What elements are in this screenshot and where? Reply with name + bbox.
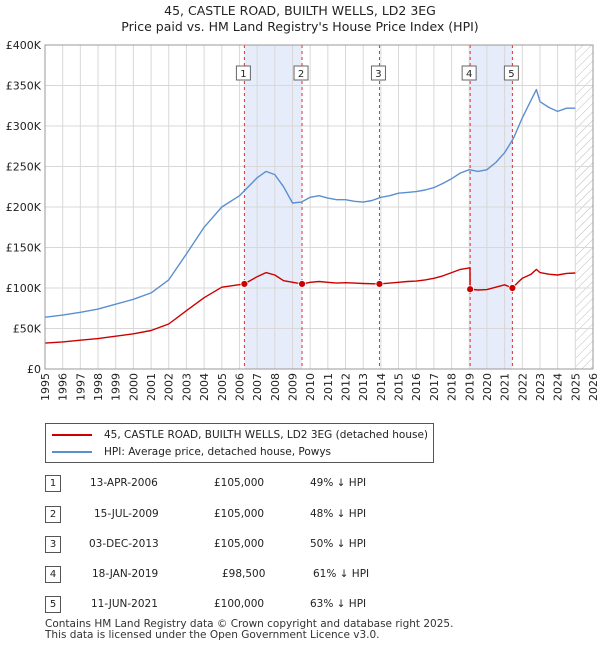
x-tick-label: 2003: [180, 373, 193, 401]
x-tick-label: 2026: [587, 373, 600, 401]
sale-point: [240, 280, 249, 288]
y-tick-label: £100K: [6, 282, 42, 295]
x-tick-label: 2020: [481, 373, 494, 401]
footer-note: Contains HM Land Registry data © Crown c…: [45, 619, 453, 641]
sale-label-box: [293, 65, 309, 81]
price-chart: 1 2 3 4 5 £0 £50K £100K £150K £200K £250K £300K £35…: [6, 39, 600, 401]
x-tick-label: 2008: [269, 373, 282, 401]
legend-hpi-label: HPI: Average price, detached house, Powy…: [104, 446, 332, 458]
legend-hpi-swatch: [52, 451, 92, 453]
sale-label-box: [235, 65, 251, 81]
footer-license: This data is licensed under the Open Gov…: [45, 629, 380, 641]
sale-date: 15-JUL-2009: [94, 508, 159, 520]
sale-label-number: 5: [508, 69, 514, 80]
sale-label-number: 1: [240, 69, 246, 80]
sale-point: [466, 285, 475, 294]
x-tick-label: 2023: [534, 373, 547, 401]
x-tick-label: 2001: [145, 373, 158, 401]
sale-point: [508, 284, 517, 292]
sale-date: 18-JAN-2019: [92, 568, 159, 580]
chart-title: 45, CASTLE ROAD, BUILTH WELLS, LD2 3EG: [164, 3, 436, 18]
sale-price: £100,000: [214, 598, 265, 610]
sale-label-box: [503, 65, 519, 81]
x-tick-label: 2011: [322, 373, 335, 401]
y-tick-label: £350K: [6, 80, 42, 93]
sale-point: [375, 280, 384, 288]
sale-price: £105,000: [214, 508, 265, 520]
sale-date: 11-JUN-2021: [91, 598, 158, 610]
legend-property-swatch: [52, 434, 92, 436]
sale-hpi-diff: 48% ↓ HPI: [310, 508, 367, 520]
x-tick-label: 2006: [233, 373, 246, 401]
sale-price: £105,000: [214, 538, 265, 550]
footer-copyright: Contains HM Land Registry data © Crown c…: [45, 618, 454, 630]
y-tick-label: £400K: [6, 39, 42, 52]
table-row: 3 03-DEC-2013 £105,000 50% ↓ HPI: [45, 536, 425, 554]
sale-date: 03-DEC-2013: [89, 538, 159, 550]
chart-subtitle: Price paid vs. HM Land Registry's House …: [121, 19, 479, 34]
y-tick-label: £50K: [13, 323, 42, 336]
sale-label-number: 4: [466, 69, 472, 80]
x-tick-label: 1999: [110, 373, 123, 401]
hpi-series-line: [45, 88, 576, 318]
x-tick-label: 1998: [92, 373, 105, 401]
table-row: 4 18-JAN-2019 £98,500 61% ↓ HPI: [45, 566, 425, 584]
x-tick-label: 2007: [251, 373, 264, 401]
y-tick-label: £300K: [6, 120, 42, 133]
sale-number-badge: 1: [45, 475, 61, 492]
x-tick-label: 2005: [216, 373, 229, 401]
sale-label-box: [461, 65, 477, 81]
x-tick-label: 2021: [499, 373, 512, 401]
legend-property-label: 45, CASTLE ROAD, BUILTH WELLS, LD2 3EG (…: [104, 429, 429, 441]
table-row: 5 11-JUN-2021 £100,000 63% ↓ HPI: [45, 596, 425, 614]
y-tick-label: £200K: [6, 201, 42, 214]
legend-hpi: HPI: Average price, detached house, Powy…: [52, 444, 331, 460]
y-tick-label: £150K: [6, 242, 42, 255]
table-row: 2 15-JUL-2009 £105,000 48% ↓ HPI: [45, 506, 425, 524]
x-tick-label: 1997: [74, 373, 87, 401]
sale-point: [298, 280, 306, 288]
sale-hpi-diff: 63% ↓ HPI: [310, 598, 367, 610]
sale-number-badge: 4: [45, 566, 61, 583]
x-tick-label: 1996: [57, 373, 70, 401]
y-tick-label: £0: [27, 363, 41, 376]
legend-property: 45, CASTLE ROAD, BUILTH WELLS, LD2 3EG (…: [52, 427, 428, 443]
x-tick-label: 2004: [198, 373, 211, 401]
x-tick-label: 2017: [428, 373, 441, 401]
property-series-line: [45, 267, 576, 344]
sale-number-badge: 2: [45, 506, 61, 523]
plot-frame: [44, 44, 594, 370]
x-tick-label: 2002: [163, 373, 176, 401]
x-tick-label: 2013: [357, 373, 370, 401]
x-tick-label: 1995: [39, 373, 52, 401]
sale-hpi-diff: 49% ↓ HPI: [310, 477, 367, 489]
x-tick-label: 2022: [516, 373, 529, 401]
x-tick-label: 2018: [446, 373, 459, 401]
sale-number-badge: 5: [45, 596, 61, 613]
sale-hpi-diff: 61% ↓ HPI: [313, 568, 370, 580]
sale-label-number: 2: [298, 69, 304, 80]
y-tick-label: £250K: [6, 161, 42, 174]
sale-price: £105,000: [214, 477, 265, 489]
sale-date: 13-APR-2006: [90, 477, 158, 489]
x-tick-label: 2012: [340, 373, 353, 401]
sale-label-number: 3: [375, 69, 381, 80]
x-tick-label: 2016: [410, 373, 423, 401]
x-tick-label: 2024: [552, 373, 565, 401]
x-tick-label: 2025: [569, 373, 582, 401]
sale-label-box: [370, 65, 386, 81]
chart-legend: 45, CASTLE ROAD, BUILTH WELLS, LD2 3EG (…: [45, 423, 434, 463]
x-tick-label: 2019: [463, 373, 476, 401]
sale-hpi-diff: 50% ↓ HPI: [310, 538, 367, 550]
sale-number-badge: 3: [45, 536, 61, 553]
sale-price: £98,500: [222, 568, 266, 580]
table-row: 1 13-APR-2006 £105,000 49% ↓ HPI: [45, 475, 425, 493]
x-tick-label: 2009: [286, 373, 299, 401]
x-tick-label: 2000: [127, 373, 140, 401]
x-tick-label: 2010: [304, 373, 317, 401]
x-tick-label: 2015: [393, 373, 406, 401]
x-tick-label: 2014: [375, 373, 388, 401]
